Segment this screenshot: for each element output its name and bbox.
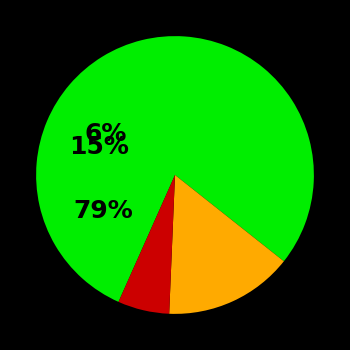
Wedge shape xyxy=(36,36,314,302)
Text: 79%: 79% xyxy=(73,199,133,223)
Wedge shape xyxy=(119,175,175,314)
Text: 6%: 6% xyxy=(85,121,127,146)
Wedge shape xyxy=(169,175,284,314)
Text: 15%: 15% xyxy=(70,135,130,159)
